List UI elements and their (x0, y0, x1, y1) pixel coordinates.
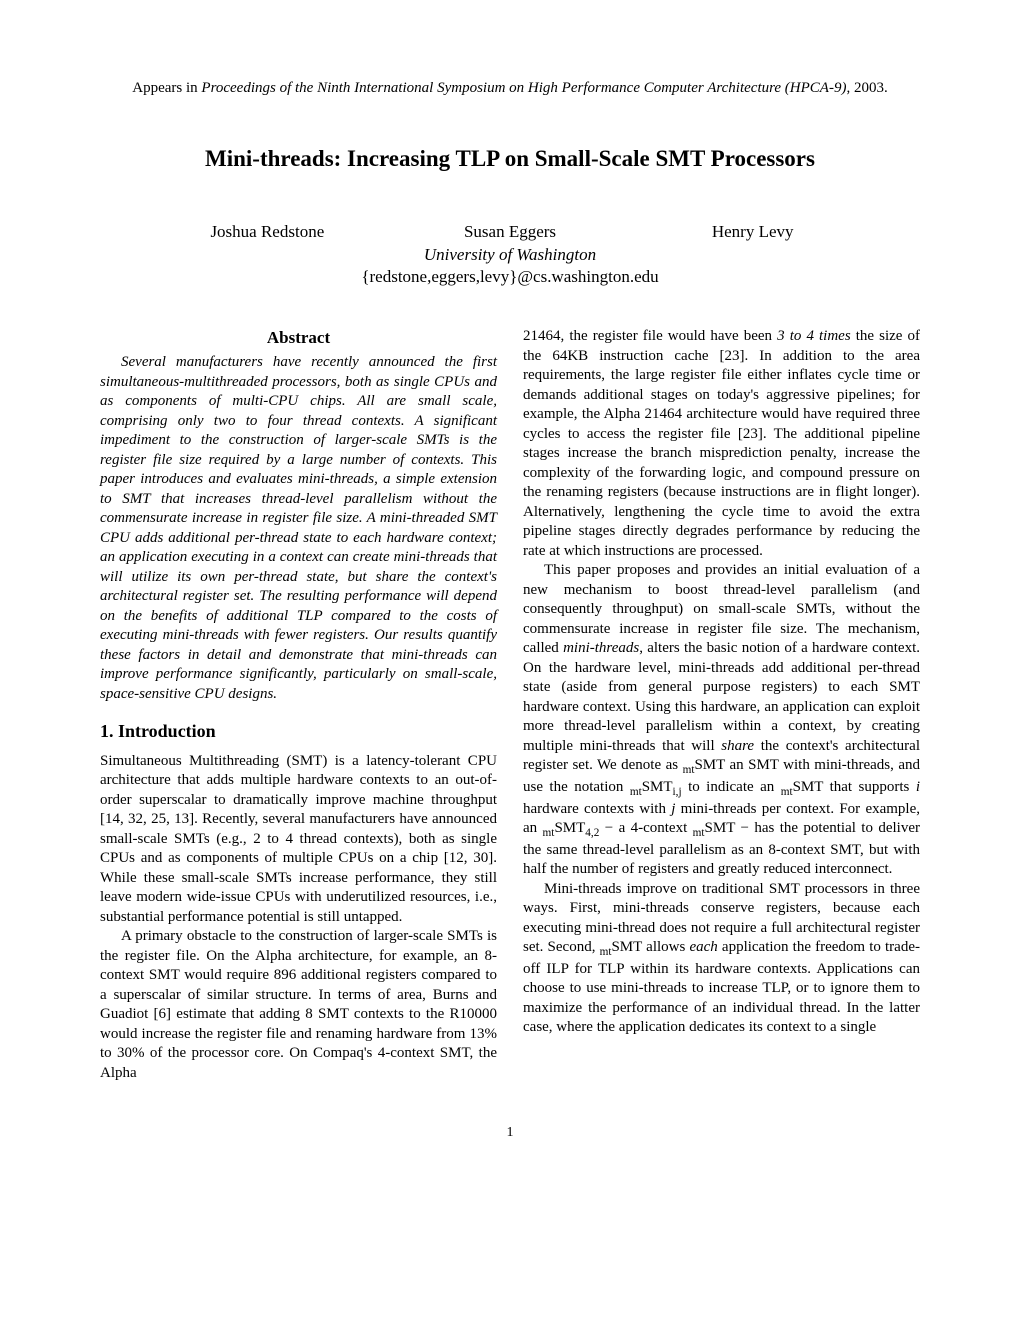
right-para-1: 21464, the register file would have been… (523, 327, 920, 561)
r2e: SMT (642, 779, 673, 795)
r2b: , alters the basic notion of a hardware … (523, 640, 920, 754)
venue-line: Appears in Proceedings of the Ninth Inte… (100, 78, 920, 98)
paper-page: Appears in Proceedings of the Ninth Inte… (0, 0, 1020, 1191)
r3it1: each (689, 939, 717, 955)
r2k: − a 4-context (599, 820, 692, 836)
r2s1: mt (683, 764, 695, 776)
r2g: SMT that supports (793, 779, 916, 795)
venue-suffix: , 2003. (846, 80, 887, 96)
r2s5: mt (543, 827, 555, 839)
r2it1: mini-threads (563, 640, 639, 656)
r2h: hardware contexts with (523, 801, 671, 817)
r2s2: mt (630, 786, 642, 798)
r2s3: i,j (673, 786, 682, 798)
r2it3: i (916, 779, 920, 795)
affiliation: University of Washington (100, 245, 920, 265)
r1a: 21464, the register file would have been (523, 328, 777, 344)
author-1: Joshua Redstone (146, 222, 389, 242)
r3b: SMT allows (611, 939, 689, 955)
venue-italic: Proceedings of the Ninth International S… (201, 80, 846, 96)
r1-it: 3 to 4 times (777, 328, 851, 344)
two-column-body: Abstract Several manufacturers have rece… (100, 327, 920, 1083)
section-1-heading: 1. Introduction (100, 720, 497, 743)
abstract-text: Several manufacturers have recently anno… (100, 353, 497, 704)
r3s1: mt (600, 946, 612, 958)
intro-para-1: Simultaneous Multithreading (SMT) is a l… (100, 752, 497, 928)
r2it2: share (721, 738, 754, 754)
abstract-heading: Abstract (100, 327, 497, 349)
author-2: Susan Eggers (389, 222, 632, 242)
right-para-2: This paper proposes and provides an init… (523, 561, 920, 879)
author-3: Henry Levy (631, 222, 874, 242)
left-column: Abstract Several manufacturers have rece… (100, 327, 497, 1083)
r2s7: mt (693, 827, 705, 839)
r2s4: mt (781, 786, 793, 798)
intro-para-2: A primary obstacle to the construction o… (100, 927, 497, 1083)
paper-title: Mini-threads: Increasing TLP on Small-Sc… (100, 146, 920, 172)
authors-row: Joshua Redstone Susan Eggers Henry Levy (100, 222, 920, 242)
venue-prefix: Appears in (132, 80, 201, 96)
r2j: SMT (554, 820, 585, 836)
r2s6: 4,2 (585, 827, 599, 839)
author-email: {redstone,eggers,levy}@cs.washington.edu (100, 267, 920, 287)
page-number: 1 (100, 1125, 920, 1141)
right-column: 21464, the register file would have been… (523, 327, 920, 1083)
r1b: the size of the 64KB instruction cache [… (523, 328, 920, 559)
r2f: to indicate an (682, 779, 781, 795)
right-para-3: Mini-threads improve on traditional SMT … (523, 880, 920, 1038)
